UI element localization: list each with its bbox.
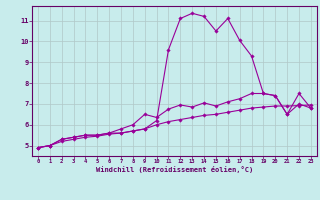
X-axis label: Windchill (Refroidissement éolien,°C): Windchill (Refroidissement éolien,°C) xyxy=(96,166,253,173)
